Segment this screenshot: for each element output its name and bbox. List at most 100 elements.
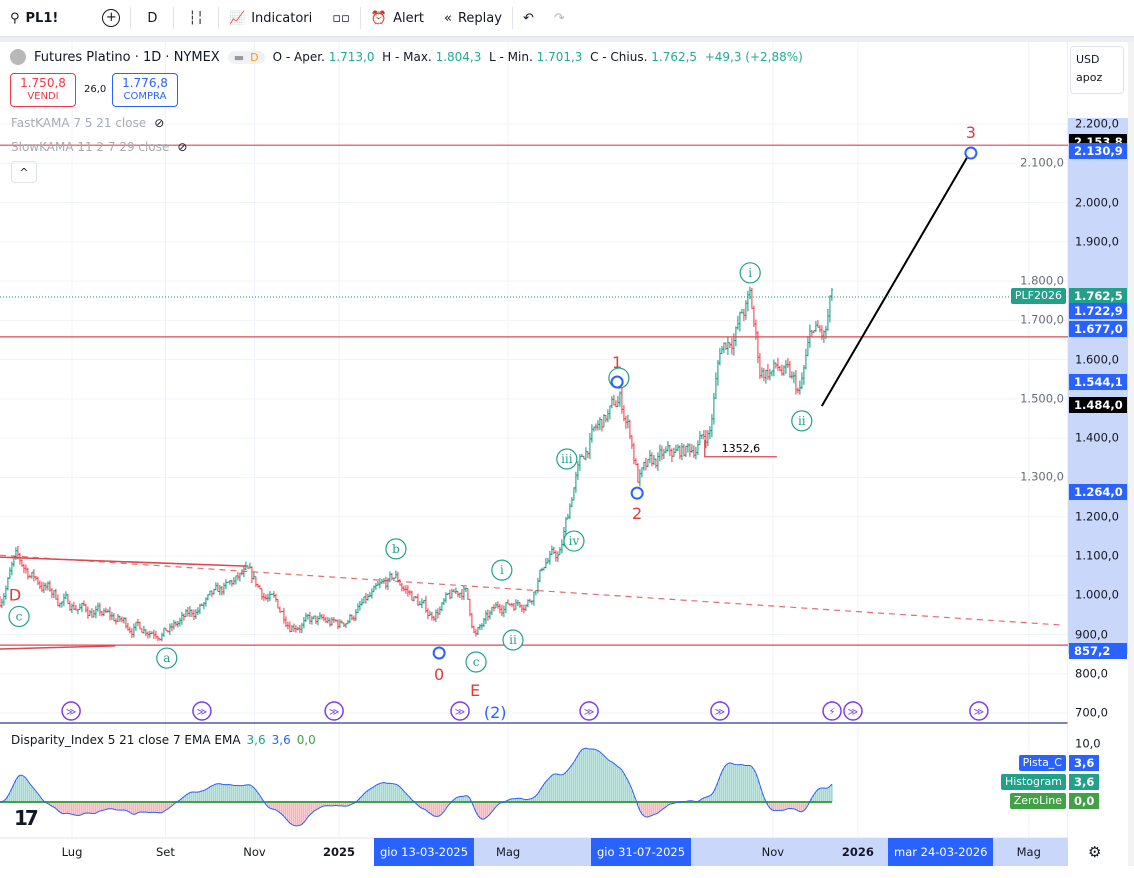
price-bar [520, 604, 523, 612]
wave-label: iii [561, 452, 573, 466]
price-bar [450, 588, 453, 599]
price-bar [784, 360, 787, 374]
price-bar [200, 603, 203, 607]
price-bar [314, 615, 317, 625]
price-bar [408, 590, 411, 596]
price-bar [162, 627, 165, 637]
price-bar [624, 415, 627, 429]
price-bar [348, 614, 351, 624]
price-bar [540, 567, 543, 572]
price-bar [262, 593, 265, 602]
templates-button[interactable]: ▫▫ [322, 0, 360, 37]
price-bar [268, 590, 271, 602]
price-bar [96, 602, 99, 612]
wave-label: D [9, 585, 21, 604]
indicators-button[interactable]: 📈 Indicatori [229, 10, 313, 26]
undo-button[interactable]: ↶ [513, 0, 544, 37]
price-bar [516, 600, 519, 606]
time-tick-label: Set [155, 845, 175, 859]
price-bar [720, 345, 723, 354]
price-bar [694, 446, 697, 460]
price-bar [596, 420, 599, 431]
price-bar [128, 626, 131, 634]
price-bar [484, 610, 487, 624]
price-bar [204, 597, 207, 607]
price-tag: 1.677,0 [1069, 321, 1127, 338]
search-icon: ⚲ [10, 10, 20, 26]
price-bar [744, 300, 747, 320]
price-tick-label: 1.400,0 [1075, 430, 1119, 445]
price-bar [782, 365, 785, 376]
price-bar [202, 602, 205, 610]
price-bar [130, 628, 133, 639]
eye-hidden-icon[interactable]: ⊘ [177, 140, 188, 154]
price-bar [46, 581, 49, 591]
price-bar [632, 442, 635, 465]
price-bar [572, 487, 575, 501]
price-bar [94, 605, 97, 619]
sell-button[interactable]: 1.750,8 VENDI [10, 73, 76, 107]
eye-hidden-icon[interactable]: ⊘ [154, 116, 165, 130]
price-bar [794, 369, 797, 395]
wave-label: iv [569, 534, 580, 548]
symbol-title: Futures Platino · 1D · NYMEX [34, 49, 220, 65]
event-arrow-icon [710, 701, 730, 721]
price-bar [742, 308, 745, 322]
redo-button[interactable]: ↷ [544, 0, 575, 37]
price-bar [22, 563, 25, 574]
price-bar [76, 609, 79, 615]
event-glyph: ≫ [455, 707, 465, 718]
price-bar [772, 359, 775, 377]
time-tick-label: Mag [495, 845, 521, 859]
price-bar [456, 590, 459, 598]
chart-type-button[interactable]: ┆╎ [174, 0, 218, 37]
price-bar [424, 595, 427, 613]
price-bar [506, 599, 509, 605]
price-bar [28, 574, 31, 578]
price-bar [430, 611, 433, 621]
symbol-search-button[interactable]: ⚲ PL1! [10, 10, 59, 26]
compare-button[interactable]: + [92, 0, 130, 37]
indicator-fastkama[interactable]: FastKAMA 7 5 21 close ⊘ [11, 116, 165, 130]
price-bar [36, 576, 39, 586]
price-bar [228, 579, 231, 585]
collapse-legend-button[interactable]: ^ [11, 161, 37, 183]
price-bar [770, 370, 773, 377]
event-arrow-icon [579, 701, 599, 721]
price-bar [804, 348, 807, 370]
price-bar [674, 444, 677, 453]
price-bar [714, 372, 717, 399]
settings-gear-icon[interactable]: ⚙ [1088, 843, 1102, 861]
price-bar [172, 619, 175, 630]
price-bar [454, 587, 457, 595]
alert-button[interactable]: ⏰ Alert [370, 10, 425, 26]
price-bar [654, 458, 657, 469]
buy-button[interactable]: 1.776,8 COMPRA [112, 73, 178, 107]
price-tick-label: 2.100,0 [1020, 155, 1064, 170]
price-bar [552, 546, 555, 554]
price-bar [630, 435, 633, 449]
price-bar [764, 369, 767, 384]
wave-label-circle [385, 538, 407, 560]
replay-button[interactable]: «Replay [444, 10, 502, 26]
wave-label: ii [509, 633, 517, 647]
price-bar [648, 450, 651, 464]
price-bar [294, 624, 297, 633]
scrollbar[interactable] [1128, 42, 1134, 866]
currency-selector[interactable]: USD apoz [1070, 46, 1124, 94]
interval-button[interactable]: D [147, 10, 158, 26]
price-bar [160, 632, 163, 642]
price-bar [376, 580, 379, 586]
price-bar [758, 352, 761, 379]
event-arrow-icon [450, 701, 470, 721]
spread-value: 26,0 [84, 84, 107, 95]
price-bar [568, 503, 571, 520]
price-bar [494, 602, 497, 609]
oscillator-value-tag: 3,6 [1069, 774, 1099, 790]
indicator-slowkama[interactable]: SlowKAMA 11 2 7 29 close ⊘ [11, 140, 188, 154]
price-bar [234, 575, 237, 585]
market-status-badge[interactable]: ▬ D [227, 50, 265, 64]
price-bar [522, 604, 525, 614]
divider [218, 7, 219, 29]
price-bar [372, 585, 375, 593]
